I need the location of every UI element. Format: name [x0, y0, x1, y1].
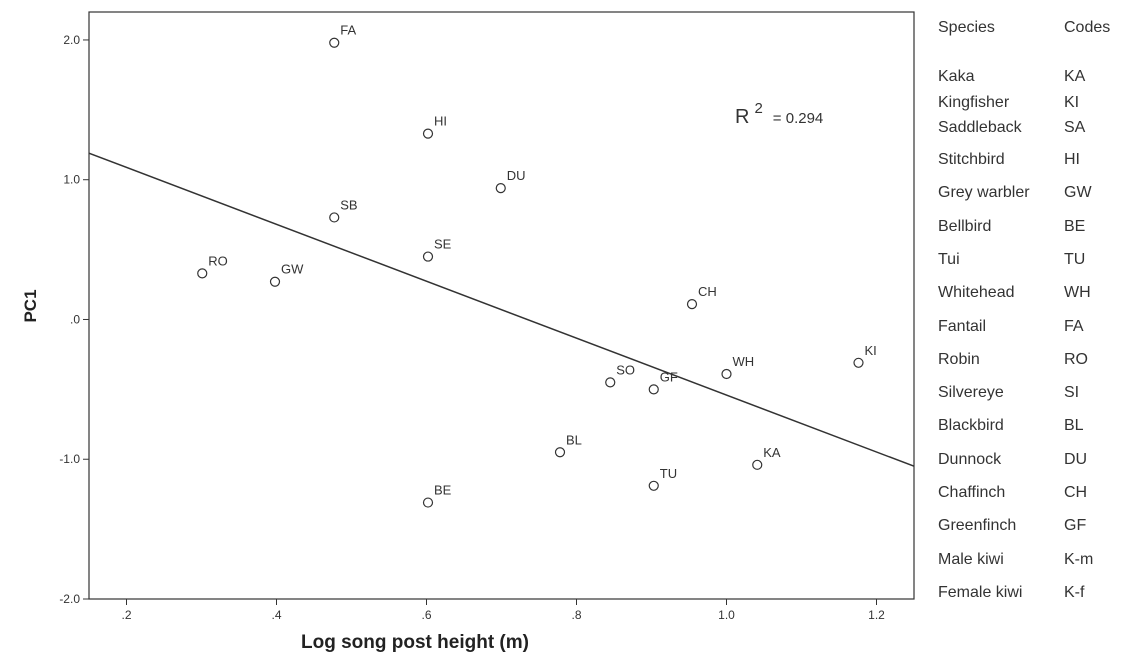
x-axis-ticks: .2 .4 .6 .8 1.0 1.2	[121, 599, 885, 622]
x-tick-label: 1.2	[868, 608, 885, 622]
species-name: Grey warbler	[938, 184, 1030, 201]
data-point-label: KA	[763, 445, 781, 460]
y-axis-label: PC1	[21, 289, 40, 322]
species-code: WH	[1064, 284, 1091, 301]
data-point-marker	[648, 384, 659, 395]
species-name: Greenfinch	[938, 517, 1016, 534]
data-point-marker	[853, 357, 864, 368]
species-name: Kingfisher	[938, 94, 1010, 111]
species-name: Silvereye	[938, 384, 1004, 401]
data-point-marker	[686, 299, 698, 310]
y-tick-label: -1.0	[59, 452, 80, 466]
species-code: CH	[1064, 484, 1087, 501]
data-point-marker	[721, 368, 732, 380]
species-code: KI	[1064, 94, 1079, 111]
species-name: Tui	[938, 251, 960, 268]
r-squared-label: R 2 = 0.294	[735, 100, 823, 128]
data-point-label: CH	[698, 284, 717, 299]
species-code: SA	[1064, 119, 1086, 136]
data-point-label: DU	[507, 168, 526, 183]
species-code: K-m	[1064, 551, 1093, 568]
data-point-label: TU	[660, 466, 677, 481]
species-code: GW	[1064, 184, 1092, 201]
regression-line	[89, 152, 914, 467]
data-point-marker	[422, 497, 434, 508]
data-point-marker	[329, 212, 340, 223]
y-tick-label: 1.0	[63, 173, 80, 187]
data-point-marker	[422, 128, 434, 139]
y-tick-label: -2.0	[59, 592, 80, 606]
data-point-marker	[197, 268, 208, 279]
species-code: DU	[1064, 451, 1087, 468]
data-point-label: BL	[566, 432, 582, 447]
species-codes-table: Species Codes Kaka KA Kingfisher KI Saddleba…	[938, 19, 1110, 601]
data-point-label: BE	[434, 483, 452, 498]
data-points: FA HI DU SB SE RO GW CH KI WH SO GF BL KA TU BE	[197, 23, 877, 508]
species-code: TU	[1064, 251, 1085, 268]
species-code: FA	[1064, 318, 1084, 335]
species-code: SI	[1064, 384, 1079, 401]
species-code: GF	[1064, 517, 1086, 534]
species-code: BE	[1064, 218, 1085, 235]
data-point-label: RO	[208, 253, 228, 268]
species-name: Stitchbird	[938, 151, 1005, 168]
data-point-label: FA	[340, 23, 356, 38]
species-name: Female kiwi	[938, 584, 1022, 601]
x-tick-label: .2	[121, 608, 131, 622]
x-tick-label: .8	[571, 608, 581, 622]
data-point-marker	[422, 251, 434, 262]
data-point-marker	[269, 276, 281, 287]
x-tick-label: .6	[421, 608, 431, 622]
data-point-marker	[495, 183, 506, 194]
data-point-marker	[605, 377, 616, 388]
data-point-label: HI	[434, 114, 447, 129]
r-squared-value: = 0.294	[773, 110, 823, 127]
plot-frame	[88, 11, 915, 600]
x-tick-label: 1.0	[718, 608, 735, 622]
data-point-label: GF	[660, 369, 678, 384]
species-name: Bellbird	[938, 218, 991, 235]
y-tick-label: .0	[70, 312, 80, 326]
species-name: Whitehead	[938, 284, 1015, 301]
data-point-label: SO	[616, 362, 635, 377]
y-tick-label: 2.0	[63, 33, 80, 47]
data-point-label: SE	[434, 237, 452, 252]
codes-header: Codes	[1064, 19, 1110, 36]
species-code-rows: Kaka KA Kingfisher KI Saddleback SA Stitchbird…	[938, 68, 1093, 601]
species-code: HI	[1064, 151, 1080, 168]
species-name: Fantail	[938, 318, 986, 335]
data-point-marker	[554, 447, 566, 458]
species-name: Chaffinch	[938, 484, 1005, 501]
species-name: Blackbird	[938, 417, 1004, 434]
species-name: Male kiwi	[938, 551, 1004, 568]
species-code: KA	[1064, 68, 1086, 85]
r-squared-exponent: 2	[754, 100, 762, 117]
species-name: Robin	[938, 351, 980, 368]
data-point-label: KI	[865, 343, 877, 358]
data-point-label: WH	[733, 354, 755, 369]
species-code: K-f	[1064, 584, 1085, 601]
x-axis-label: Log song post height (m)	[301, 632, 529, 653]
species-header: Species	[938, 19, 995, 36]
data-point-label: SB	[340, 197, 357, 212]
species-code: RO	[1064, 351, 1088, 368]
y-axis-ticks: 2.0 1.0 .0 -1.0 -2.0	[59, 33, 89, 606]
r-squared-r: R	[735, 106, 749, 128]
data-point-marker	[752, 459, 763, 470]
species-name: Dunnock	[938, 451, 1002, 468]
species-name: Kaka	[938, 68, 975, 85]
data-point-marker	[648, 480, 659, 491]
data-point-marker	[329, 37, 340, 48]
data-point-label: GW	[281, 262, 304, 277]
species-code: BL	[1064, 417, 1084, 434]
x-tick-label: .4	[271, 608, 281, 622]
species-name: Saddleback	[938, 119, 1023, 136]
